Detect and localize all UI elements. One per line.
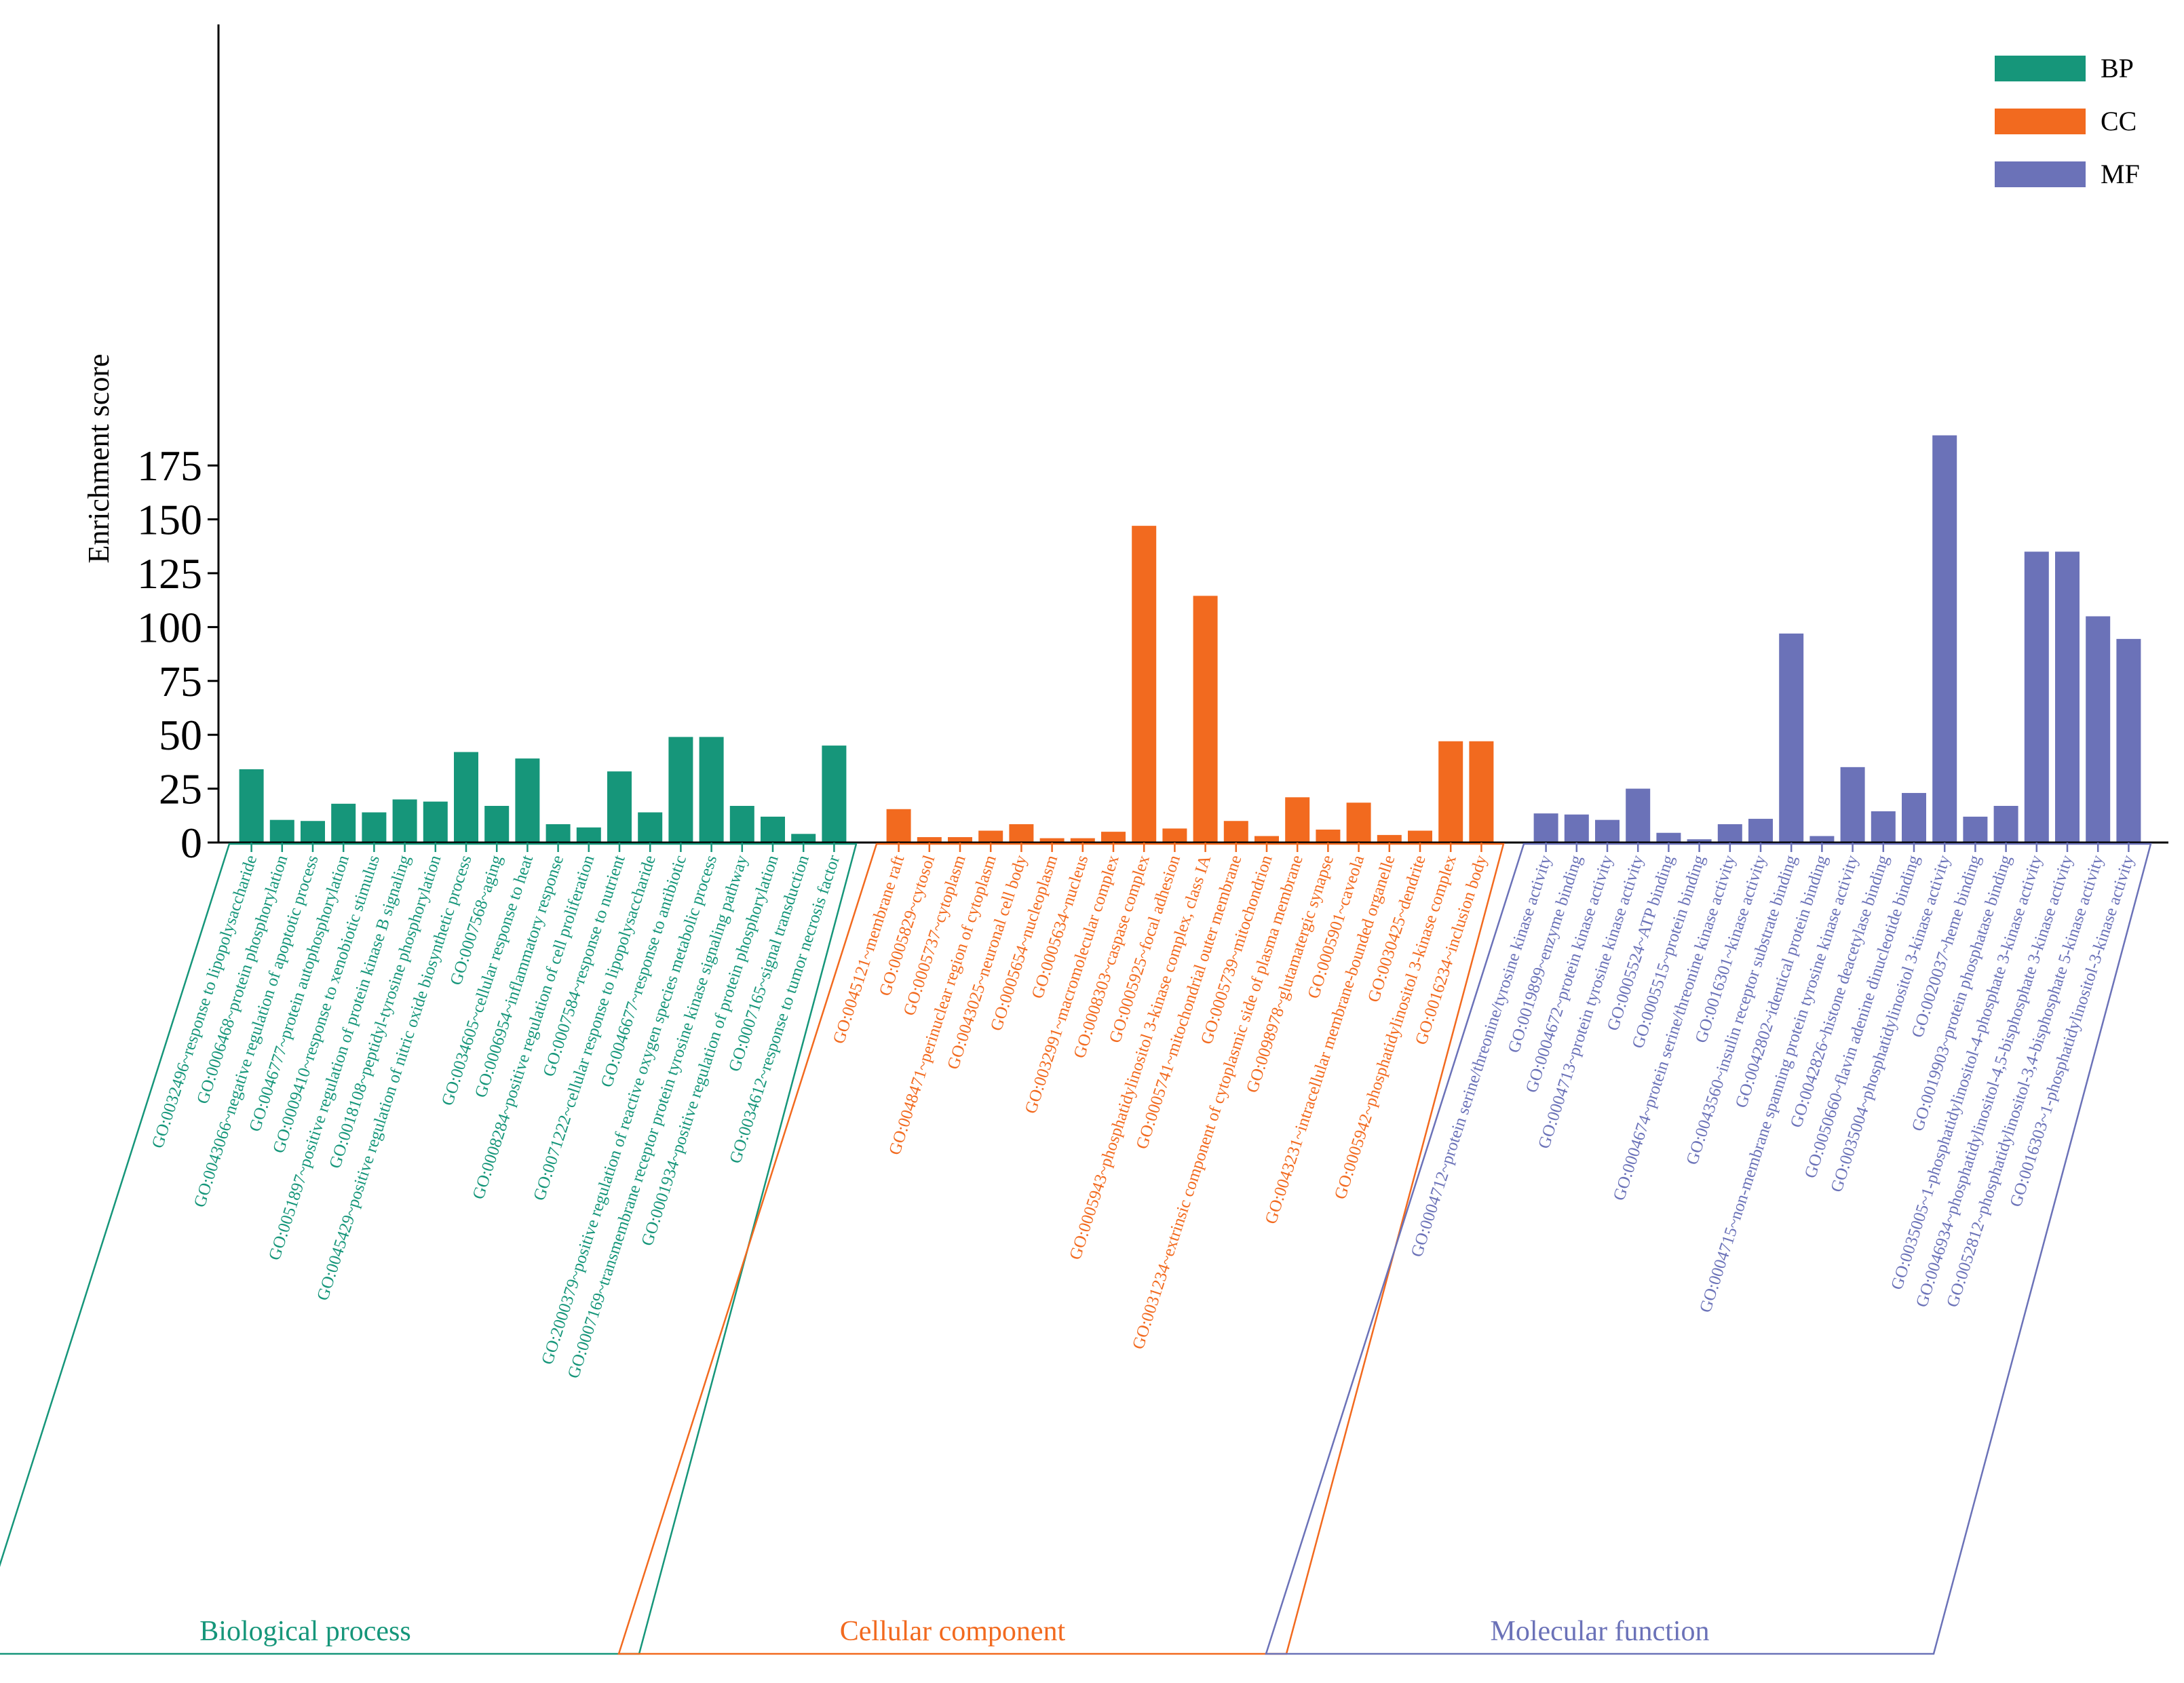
bar-bp — [331, 803, 356, 843]
legend-label: CC — [2101, 106, 2137, 136]
bar-bp — [362, 812, 387, 843]
bar-mf — [1932, 435, 1957, 843]
bar-mf — [1564, 814, 1589, 843]
category-labels: GO:0032496~response to lipopolysaccharid… — [149, 853, 2138, 1381]
bar-mf — [1871, 811, 1896, 843]
bar-mf — [2055, 552, 2080, 843]
bar-cc — [1009, 824, 1034, 843]
legend-swatch-cc — [1995, 109, 2086, 134]
bar-cc — [1223, 821, 1248, 843]
bar-cc — [917, 837, 942, 843]
y-tick-label: 0 — [180, 819, 202, 867]
bar-mf — [1656, 832, 1681, 843]
bar-mf — [1809, 836, 1835, 843]
y-tick-label: 50 — [159, 711, 202, 759]
bar-bp — [423, 801, 448, 843]
y-tick-label: 100 — [137, 603, 202, 651]
group-box-cc — [617, 843, 1505, 1655]
bar-mf — [1595, 819, 1620, 843]
bar-mf — [1717, 824, 1742, 843]
legend-swatch-bp — [1995, 56, 2086, 81]
bar-mf — [1840, 767, 1865, 843]
bars-layer — [239, 435, 2141, 843]
bar-bp — [301, 821, 325, 843]
bar-bp — [454, 752, 478, 843]
bar-bp — [545, 824, 571, 843]
legend-label: BP — [2101, 53, 2134, 83]
bar-cc — [978, 830, 1003, 843]
bar-cc — [1254, 836, 1279, 843]
y-tick-label: 75 — [159, 657, 202, 705]
bar-cc — [1377, 834, 1402, 843]
bar-mf — [1902, 792, 1926, 843]
bar-cc — [1162, 828, 1187, 843]
bar-bp — [484, 806, 510, 843]
bar-bp — [515, 758, 540, 843]
bar-mf — [1533, 813, 1558, 843]
y-tick-label: 25 — [159, 765, 202, 813]
bar-cc — [1469, 741, 1494, 843]
bar-bp — [668, 737, 693, 843]
bar-mf — [1963, 816, 1988, 843]
group-box-mf — [1265, 843, 2152, 1655]
bar-cc — [948, 837, 972, 843]
bar-cc — [1346, 802, 1371, 843]
bar-cc — [886, 809, 911, 843]
legend-label: MF — [2101, 159, 2140, 189]
bar-mf — [1779, 633, 1804, 843]
bar-mf — [2116, 638, 2141, 843]
bar-bp — [761, 816, 785, 843]
group-title: Biological process — [199, 1616, 410, 1647]
legend: BP CC MF — [1995, 53, 2140, 189]
bar-cc — [1285, 797, 1310, 843]
bar-bp — [822, 746, 847, 843]
bar-cc — [1408, 830, 1432, 843]
bar-mf — [1687, 839, 1712, 843]
bar-cc — [1070, 838, 1095, 843]
group-title: Cellular component — [840, 1616, 1066, 1647]
bar-bp — [791, 834, 816, 843]
bar-bp — [638, 812, 663, 843]
legend-swatch-mf — [1995, 161, 2086, 187]
y-tick-label: 175 — [137, 442, 202, 490]
bar-mf — [1993, 806, 2018, 843]
bar-bp — [269, 819, 294, 843]
bar-cc — [1438, 741, 1463, 843]
bar-bp — [729, 806, 754, 843]
bar-mf — [2024, 552, 2049, 843]
bar-cc — [1101, 832, 1126, 843]
bar-cc — [1039, 838, 1065, 843]
bar-cc — [1132, 526, 1157, 843]
bar-bp — [576, 827, 601, 843]
bar-mf — [1748, 819, 1773, 843]
bar-bp — [699, 737, 724, 843]
bar-bp — [392, 799, 417, 843]
bar-cc — [1193, 596, 1218, 843]
bar-bp — [239, 769, 264, 843]
bar-mf — [2086, 616, 2111, 843]
group-title: Molecular function — [1490, 1616, 1709, 1647]
bar-bp — [607, 771, 632, 843]
y-tick-label: 125 — [137, 549, 202, 598]
y-axis-title: Enrichment score — [82, 353, 115, 563]
group-boxes: Biological process Cellular component Mole… — [0, 843, 2152, 1655]
y-axis: 0 25 50 75 100 125 150 175 — [137, 24, 220, 867]
bar-cc — [1316, 829, 1341, 843]
y-tick-label: 150 — [137, 496, 202, 544]
bar-mf — [1626, 788, 1651, 843]
